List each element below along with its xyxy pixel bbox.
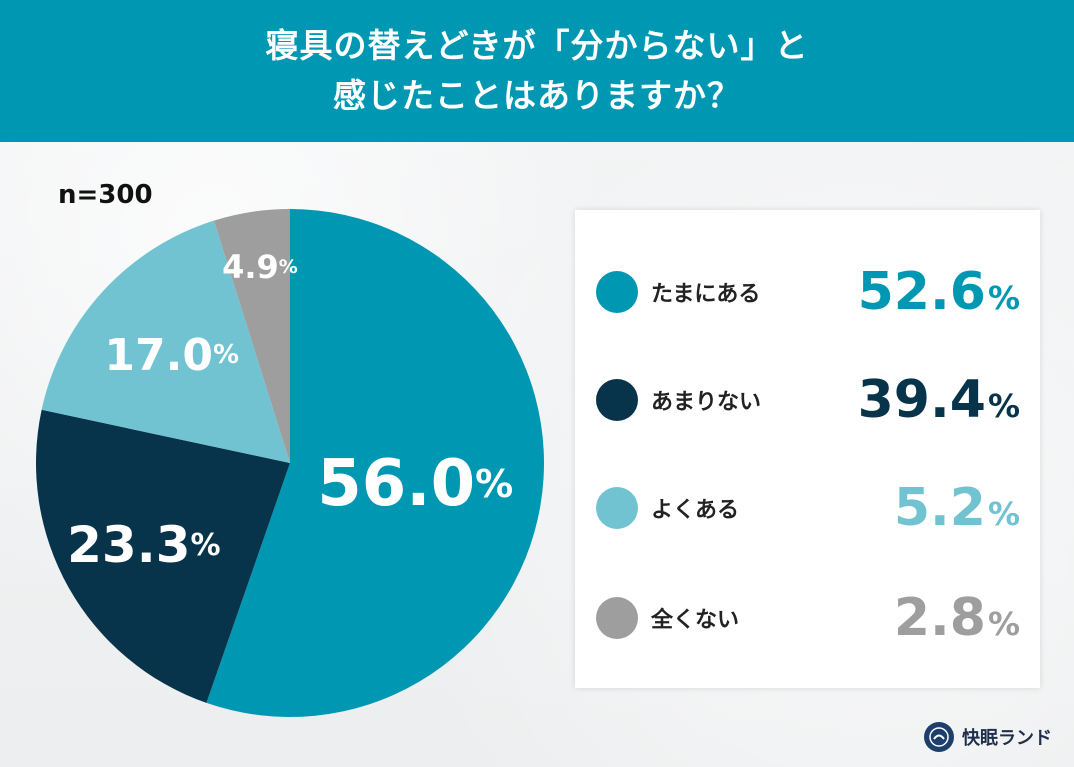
legend-dot: [596, 487, 638, 529]
brand-name: 快眠ランド: [962, 728, 1052, 749]
legend-dot: [596, 597, 638, 639]
legend-value: 2.8%: [893, 588, 1020, 648]
sample-size: n=300: [58, 180, 153, 210]
legend-card: たまにある 52.6% あまりない 39.4% よくある 5.2% 全くない 2…: [575, 210, 1040, 688]
legend-value: 5.2%: [893, 478, 1020, 538]
legend-value: 39.4%: [857, 370, 1020, 430]
pie-slice-label: 4.9%: [222, 248, 298, 286]
legend-value: 52.6%: [857, 262, 1020, 322]
title-line-1: 寝具の替えどきが「分からない」と: [265, 26, 809, 65]
brand: 快眠ランド: [924, 722, 1052, 752]
sleep-logo-icon: [924, 722, 954, 752]
legend-row-0: たまにある 52.6%: [575, 262, 1040, 322]
pie-chart: 56.0% 23.3% 17.0% 4.9%: [35, 209, 544, 717]
pie-slice: [213, 209, 290, 463]
legend-label: よくある: [651, 498, 740, 523]
legend-label: 全くない: [651, 608, 740, 633]
legend-label: たまにある: [651, 282, 761, 307]
title-line-2: 感じたことはありますか？: [333, 76, 741, 115]
pie-slice-label: 17.0%: [104, 330, 239, 381]
legend-row-2: よくある 5.2%: [575, 478, 1040, 538]
legend-dot: [596, 271, 638, 313]
pie-slice: [206, 209, 544, 717]
pie-slice-label: 23.3%: [67, 516, 220, 574]
legend-label: あまりない: [651, 390, 762, 415]
pie-chart-container: 56.0% 23.3% 17.0% 4.9%: [30, 205, 550, 725]
legend-dot: [596, 379, 638, 421]
pie-slice: [41, 220, 291, 463]
pie-slice: [35, 409, 290, 703]
legend-row-3: 全くない 2.8%: [575, 588, 1040, 648]
pie-slice-label: 56.0%: [317, 447, 513, 521]
title-banner: 寝具の替えどきが「分からない」と 感じたことはありますか？: [0, 0, 1074, 142]
legend-row-1: あまりない 39.4%: [575, 370, 1040, 430]
